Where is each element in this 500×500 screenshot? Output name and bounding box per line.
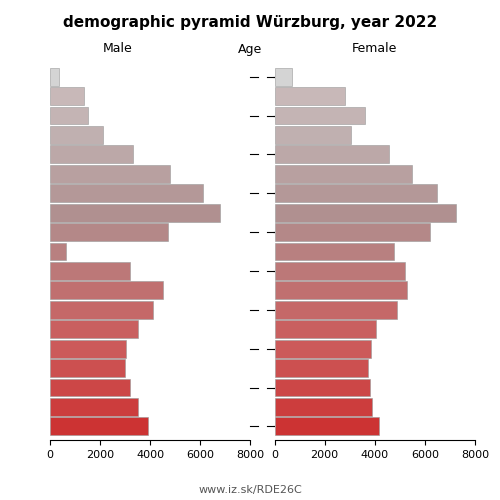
Bar [50,184,203,202]
Bar [274,68,292,86]
Bar [274,106,364,124]
Bar [274,184,438,202]
Bar [50,126,102,144]
Bar [50,340,126,357]
Bar [274,165,412,182]
Text: Male: Male [103,42,133,56]
Bar [274,398,372,416]
Bar [50,106,88,124]
Bar [274,146,388,164]
Bar [274,242,394,260]
Bar [274,87,344,105]
Text: Female: Female [352,42,398,56]
Bar [50,282,163,300]
Bar [50,301,152,319]
Bar [50,398,138,416]
Bar [274,262,405,280]
Bar [274,126,351,144]
Bar [274,320,376,338]
Bar [50,146,132,164]
Bar [50,262,130,280]
Bar [274,223,430,241]
Bar [274,340,371,357]
Bar [50,204,220,222]
Bar [274,418,378,436]
Bar [50,68,59,86]
Bar [274,378,370,396]
Bar [50,242,66,260]
Bar [50,320,138,338]
Text: www.iz.sk/RDE26C: www.iz.sk/RDE26C [198,485,302,495]
Text: demographic pyramid Würzburg, year 2022: demographic pyramid Würzburg, year 2022 [63,15,437,30]
Bar [50,359,125,377]
Bar [50,165,170,182]
Bar [50,378,130,396]
Bar [274,359,368,377]
Bar [50,223,168,241]
Bar [274,204,456,222]
Text: Age: Age [238,42,262,56]
Bar [50,87,84,105]
Bar [50,418,148,436]
Bar [274,282,407,300]
Bar [274,301,398,319]
